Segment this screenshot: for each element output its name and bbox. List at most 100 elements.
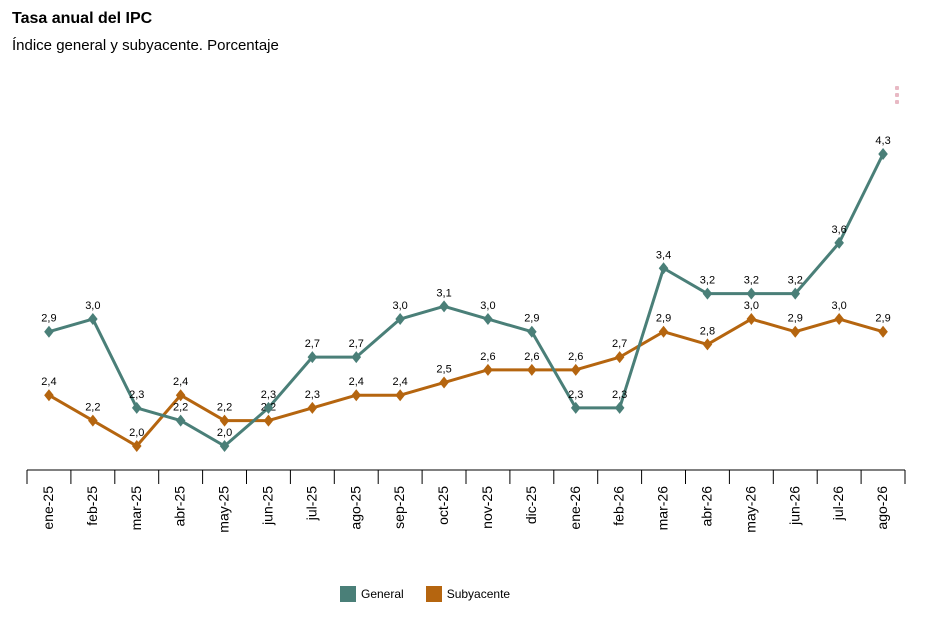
data-label-general: 3,2 bbox=[700, 275, 715, 287]
data-point-subyacente bbox=[395, 389, 405, 402]
data-label-general: 3,1 bbox=[436, 287, 451, 299]
data-label-general: 2,0 bbox=[217, 427, 232, 439]
data-point-subyacente bbox=[834, 313, 844, 326]
data-label-subyacente: 2,6 bbox=[568, 351, 583, 363]
legend-item-general[interactable]: General bbox=[340, 586, 404, 602]
data-point-subyacente bbox=[439, 376, 449, 389]
data-label-general: 2,9 bbox=[524, 313, 539, 325]
data-point-general bbox=[878, 148, 888, 160]
x-tick-label: abr-26 bbox=[698, 486, 714, 527]
data-label-general: 2,3 bbox=[129, 389, 144, 401]
data-point-general bbox=[219, 440, 230, 452]
data-point-general bbox=[614, 401, 625, 414]
x-tick-label: jul-25 bbox=[303, 486, 319, 521]
series-line-subyacente bbox=[48, 317, 884, 448]
data-label-subyacente: 3,0 bbox=[744, 300, 759, 312]
x-tick-label: feb-25 bbox=[84, 486, 100, 526]
data-label-subyacente: 2,6 bbox=[524, 351, 539, 363]
data-label-subyacente: 2,2 bbox=[85, 402, 100, 414]
data-point-subyacente bbox=[351, 389, 362, 402]
data-point-general bbox=[88, 313, 98, 326]
legend-swatch-subyacente bbox=[425, 586, 442, 602]
x-tick-label: oct-25 bbox=[435, 486, 451, 525]
data-label-subyacente: 2,4 bbox=[173, 376, 188, 388]
x-tick-label: jul-26 bbox=[830, 486, 846, 521]
x-tick-label: mar-26 bbox=[655, 486, 671, 531]
data-point-general bbox=[439, 300, 449, 313]
legend-swatch-general bbox=[340, 586, 356, 602]
data-label-general: 3,0 bbox=[480, 300, 495, 312]
chart-subtitle: Índice general y subyacente. Porcentaje bbox=[12, 37, 279, 54]
data-point-subyacente bbox=[131, 440, 142, 452]
legend-label-subyacente: Subyacente bbox=[446, 587, 511, 601]
x-tick-label: feb-26 bbox=[611, 486, 627, 526]
x-tick-label: abr-25 bbox=[172, 486, 188, 527]
data-label-general: 2,2 bbox=[173, 402, 188, 414]
data-point-subyacente bbox=[44, 389, 54, 402]
data-point-subyacente bbox=[307, 401, 318, 414]
data-point-general bbox=[395, 313, 405, 326]
data-point-general bbox=[307, 351, 318, 364]
x-tick-label: may-26 bbox=[742, 486, 758, 533]
data-point-subyacente bbox=[483, 363, 493, 376]
chart-menu-icon[interactable] bbox=[895, 86, 901, 107]
data-point-general bbox=[175, 414, 186, 427]
data-point-general bbox=[834, 236, 844, 249]
legend-item-subyacente[interactable]: Subyacente bbox=[425, 586, 511, 602]
data-point-general bbox=[483, 313, 493, 326]
series-line-general bbox=[48, 153, 885, 448]
data-label-general: 3,2 bbox=[744, 275, 759, 287]
data-point-subyacente bbox=[175, 389, 186, 402]
data-label-subyacente: 2,0 bbox=[129, 427, 144, 439]
data-label-general: 2,3 bbox=[261, 389, 276, 401]
data-point-subyacente bbox=[746, 313, 757, 326]
data-label-subyacente: 2,9 bbox=[875, 313, 890, 325]
data-label-subyacente: 2,8 bbox=[700, 325, 715, 337]
data-label-subyacente: 2,4 bbox=[393, 376, 408, 388]
data-label-subyacente: 2,4 bbox=[349, 376, 364, 388]
data-label-subyacente: 2,2 bbox=[217, 402, 232, 414]
data-label-general: 3,0 bbox=[85, 300, 100, 312]
x-tick-label: jun-25 bbox=[259, 486, 275, 526]
data-label-general: 2,3 bbox=[568, 389, 583, 401]
data-point-general bbox=[527, 325, 537, 338]
x-tick-label: jun-26 bbox=[786, 486, 802, 526]
data-point-subyacente bbox=[702, 338, 713, 351]
data-point-general bbox=[702, 287, 713, 300]
data-label-general: 2,7 bbox=[349, 338, 364, 350]
data-label-subyacente: 2,3 bbox=[305, 389, 320, 401]
data-point-general bbox=[263, 401, 274, 414]
data-label-general: 3,0 bbox=[393, 300, 408, 312]
x-tick-label: may-25 bbox=[216, 486, 232, 533]
chart-legend: General Subyacente bbox=[340, 586, 510, 602]
data-point-general bbox=[570, 401, 581, 414]
data-point-subyacente bbox=[878, 325, 888, 338]
x-tick-label: sep-25 bbox=[391, 486, 407, 529]
data-point-general bbox=[658, 262, 669, 275]
data-label-subyacente: 3,0 bbox=[832, 300, 847, 312]
data-point-general bbox=[131, 401, 142, 414]
x-tick-label: nov-25 bbox=[479, 486, 495, 529]
data-label-subyacente: 2,4 bbox=[41, 376, 56, 388]
x-tick-label: dic-25 bbox=[523, 486, 539, 524]
data-label-subyacente: 2,5 bbox=[436, 364, 451, 376]
data-label-general: 3,4 bbox=[656, 249, 671, 261]
data-point-subyacente bbox=[88, 414, 98, 427]
data-label-general: 2,7 bbox=[305, 338, 320, 350]
data-point-subyacente bbox=[614, 351, 625, 364]
data-point-subyacente bbox=[527, 363, 537, 376]
data-point-general bbox=[746, 287, 757, 300]
data-label-subyacente: 2,7 bbox=[612, 338, 627, 350]
data-point-subyacente bbox=[570, 363, 581, 376]
data-label-general: 3,6 bbox=[832, 224, 847, 236]
data-label-general: 2,9 bbox=[41, 313, 56, 325]
legend-label-general: General bbox=[361, 587, 404, 601]
data-label-general: 4,3 bbox=[875, 135, 890, 147]
x-tick-label: ago-25 bbox=[347, 486, 363, 530]
x-tick-label: ago-26 bbox=[874, 486, 890, 530]
data-label-subyacente: 2,9 bbox=[656, 313, 671, 325]
data-point-general bbox=[351, 351, 362, 364]
data-label-subyacente: 2,6 bbox=[480, 351, 495, 363]
data-label-general: 3,2 bbox=[788, 275, 803, 287]
